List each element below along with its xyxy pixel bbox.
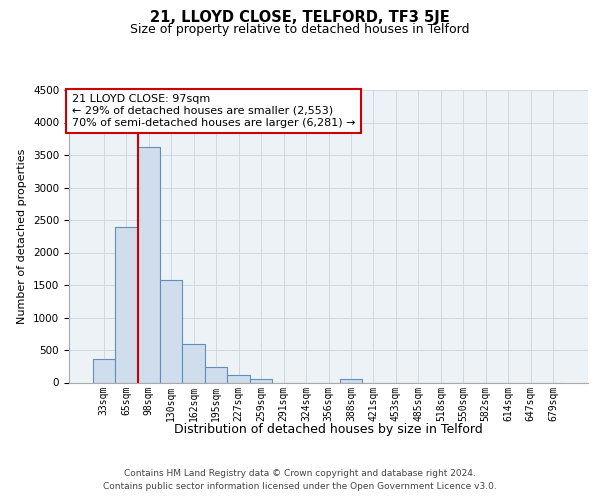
- Bar: [115, 226, 137, 382]
- Text: Distribution of detached houses by size in Telford: Distribution of detached houses by size …: [175, 422, 483, 436]
- Bar: [227, 376, 250, 382]
- Bar: [340, 379, 362, 382]
- Y-axis label: Number of detached properties: Number of detached properties: [17, 148, 28, 324]
- Text: Size of property relative to detached houses in Telford: Size of property relative to detached ho…: [130, 24, 470, 36]
- Text: 21 LLOYD CLOSE: 97sqm
← 29% of detached houses are smaller (2,553)
70% of semi-d: 21 LLOYD CLOSE: 97sqm ← 29% of detached …: [71, 94, 355, 128]
- Text: Contains HM Land Registry data © Crown copyright and database right 2024.
Contai: Contains HM Land Registry data © Crown c…: [103, 470, 497, 491]
- Bar: [137, 147, 160, 382]
- Bar: [92, 359, 115, 382]
- Text: 21, LLOYD CLOSE, TELFORD, TF3 5JE: 21, LLOYD CLOSE, TELFORD, TF3 5JE: [150, 10, 450, 25]
- Bar: [205, 367, 227, 382]
- Bar: [160, 280, 182, 382]
- Bar: [182, 344, 205, 382]
- Bar: [250, 378, 272, 382]
